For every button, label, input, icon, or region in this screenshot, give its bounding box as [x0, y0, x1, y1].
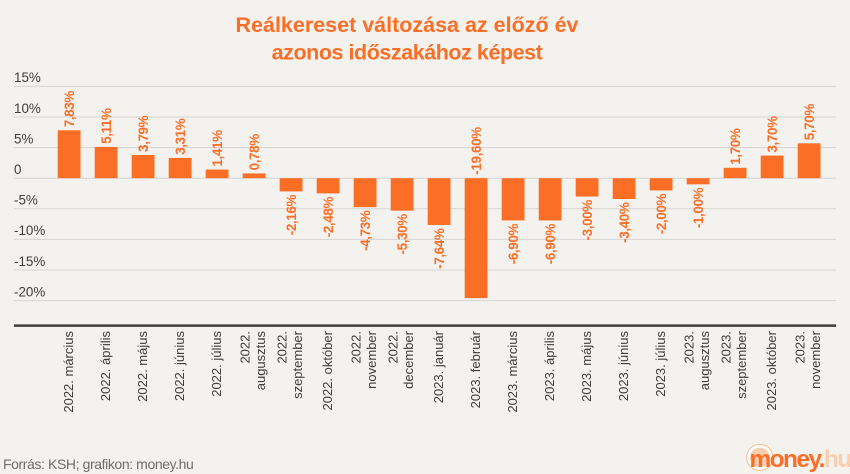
svg-text:10%: 10% [14, 101, 41, 116]
svg-text:2023. október: 2023. október [764, 330, 779, 410]
svg-text:december: december [401, 330, 416, 388]
svg-text:2022. március: 2022. március [61, 331, 76, 413]
svg-text:-2,00%: -2,00% [654, 194, 669, 235]
svg-text:augusztus: augusztus [253, 331, 268, 391]
svg-text:-19,60%: -19,60% [469, 127, 484, 175]
svg-text:2022. július: 2022. július [209, 331, 224, 397]
svg-text:3,31%: 3,31% [173, 118, 188, 155]
svg-text:2022. október: 2022. október [320, 330, 335, 410]
svg-text:2022.: 2022. [349, 331, 364, 364]
svg-text:november: november [808, 330, 823, 388]
svg-text:-3,00%: -3,00% [580, 200, 595, 241]
svg-text:november: november [364, 330, 379, 388]
svg-text:augusztus: augusztus [697, 331, 712, 391]
svg-text:2022.: 2022. [275, 331, 290, 364]
svg-text:-7,64%: -7,64% [432, 228, 447, 269]
svg-text:szeptember: szeptember [290, 330, 305, 399]
svg-text:2023.: 2023. [719, 331, 734, 364]
svg-text:-6,90%: -6,90% [543, 224, 558, 265]
svg-text:-15%: -15% [14, 254, 45, 269]
svg-text:azonos időszakához képest: azonos időszakához képest [272, 41, 543, 65]
svg-text:-20%: -20% [14, 284, 45, 299]
svg-text:2022.: 2022. [386, 331, 401, 364]
svg-text:3,79%: 3,79% [136, 115, 151, 152]
svg-text:5,70%: 5,70% [802, 104, 817, 141]
svg-text:-2,48%: -2,48% [321, 197, 336, 238]
svg-text:-4,73%: -4,73% [358, 210, 373, 251]
svg-text:1,70%: 1,70% [728, 128, 743, 165]
svg-text:2023. február: 2023. február [468, 330, 483, 408]
svg-text:5,11%: 5,11% [99, 108, 114, 144]
svg-text:2023. június: 2023. június [616, 331, 631, 402]
svg-text:-10%: -10% [14, 223, 45, 238]
svg-text:0,78%: 0,78% [247, 134, 262, 171]
svg-text:-2,16%: -2,16% [284, 195, 299, 236]
svg-text:5%: 5% [14, 131, 33, 146]
svg-text:-3,40%: -3,40% [617, 202, 632, 243]
svg-text:Reálkereset változása az előző: Reálkereset változása az előző év [236, 13, 579, 37]
svg-text:2022.: 2022. [238, 331, 253, 364]
svg-text:-1,00%: -1,00% [691, 187, 706, 228]
svg-text:2023.: 2023. [793, 331, 808, 364]
svg-text:2022. április: 2022. április [98, 331, 113, 402]
svg-text:2023. május: 2023. május [579, 331, 594, 402]
svg-text:7,83%: 7,83% [62, 91, 77, 128]
svg-text:1,41%: 1,41% [210, 130, 225, 167]
svg-text:2023. január: 2023. január [431, 330, 446, 403]
svg-text:3,70%: 3,70% [765, 116, 780, 153]
svg-text:2023. március: 2023. március [505, 331, 520, 413]
svg-text:15%: 15% [14, 70, 41, 85]
svg-text:2023.: 2023. [682, 331, 697, 364]
svg-text:money.hu: money.hu [750, 446, 850, 473]
svg-text:Forrás: KSH; grafikon: money.h: Forrás: KSH; grafikon: money.hu [3, 456, 193, 472]
svg-text:2022. május: 2022. május [135, 331, 150, 402]
svg-text:-6,90%: -6,90% [506, 224, 521, 265]
svg-text:2023. július: 2023. július [653, 331, 668, 397]
svg-text:-5%: -5% [14, 193, 38, 208]
svg-text:2022. június: 2022. június [172, 331, 187, 402]
svg-text:0: 0 [14, 162, 21, 177]
svg-text:-5,30%: -5,30% [395, 214, 410, 255]
svg-text:2023. április: 2023. április [542, 331, 557, 402]
svg-text:szeptember: szeptember [734, 330, 749, 399]
